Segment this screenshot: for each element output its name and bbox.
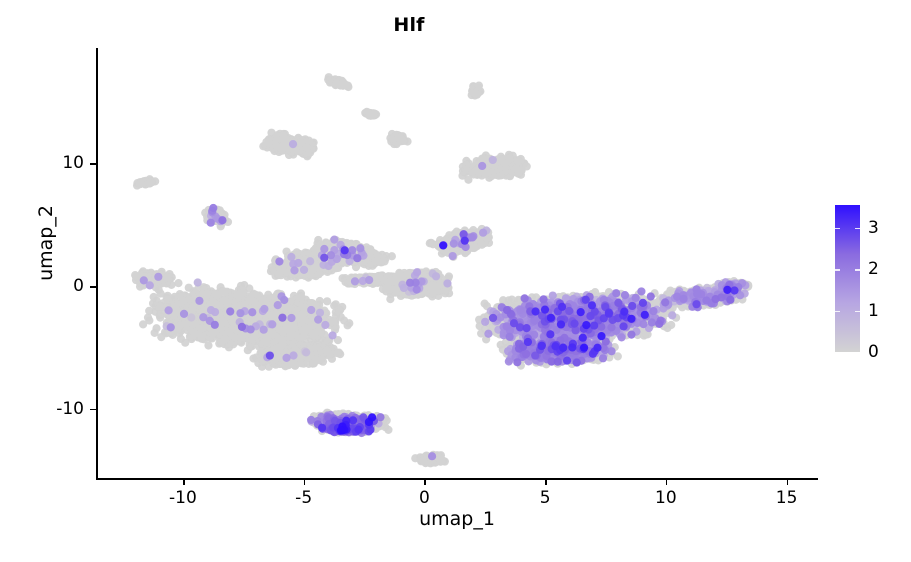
y-axis-label: umap_2 — [35, 205, 57, 281]
colorbar-gradient — [835, 205, 860, 352]
colorbar-tick — [855, 352, 860, 354]
colorbar-tick — [835, 269, 840, 271]
colorbar-tick — [855, 310, 860, 312]
colorbar-label: 0 — [868, 342, 879, 362]
y-tick — [90, 163, 96, 165]
colorbar-legend: 3 2 1 0 — [835, 205, 911, 362]
x-tick-label: -5 — [295, 488, 313, 508]
x-tick-label: 0 — [418, 488, 430, 508]
y-tick-label: 10 — [62, 153, 84, 174]
colorbar-tick — [855, 269, 860, 271]
x-tick — [424, 479, 426, 485]
y-tick — [90, 408, 96, 411]
axis-spine-bottom — [96, 478, 818, 480]
y-tick — [90, 286, 96, 288]
x-tick-label: 5 — [539, 488, 551, 508]
colorbar-tick — [835, 227, 840, 230]
colorbar-label: 2 — [868, 259, 879, 280]
x-axis-label: umap_1 — [419, 508, 495, 530]
x-tick-label: -10 — [169, 488, 197, 508]
x-tick — [545, 479, 547, 485]
x-tick — [182, 479, 185, 485]
x-tick — [665, 479, 668, 485]
x-tick — [303, 479, 306, 485]
colorbar-tick — [835, 352, 840, 354]
plot-axes-area: -10 -5 0 5 10 15 10 0 -10 — [56, 48, 818, 508]
colorbar-tick — [855, 227, 860, 230]
x-tick-label: 10 — [655, 488, 677, 508]
page-title: Hlf — [393, 14, 425, 36]
x-tick-label: 15 — [775, 488, 798, 508]
scatter-plot-canvas — [96, 48, 818, 480]
colorbar-label: 3 — [868, 217, 879, 238]
axis-spine-left — [96, 48, 98, 480]
y-tick-label: -10 — [56, 398, 84, 419]
y-tick-label: 0 — [73, 276, 84, 297]
x-tick — [786, 479, 789, 485]
colorbar-tick — [835, 310, 840, 312]
colorbar-label: 1 — [868, 300, 879, 321]
